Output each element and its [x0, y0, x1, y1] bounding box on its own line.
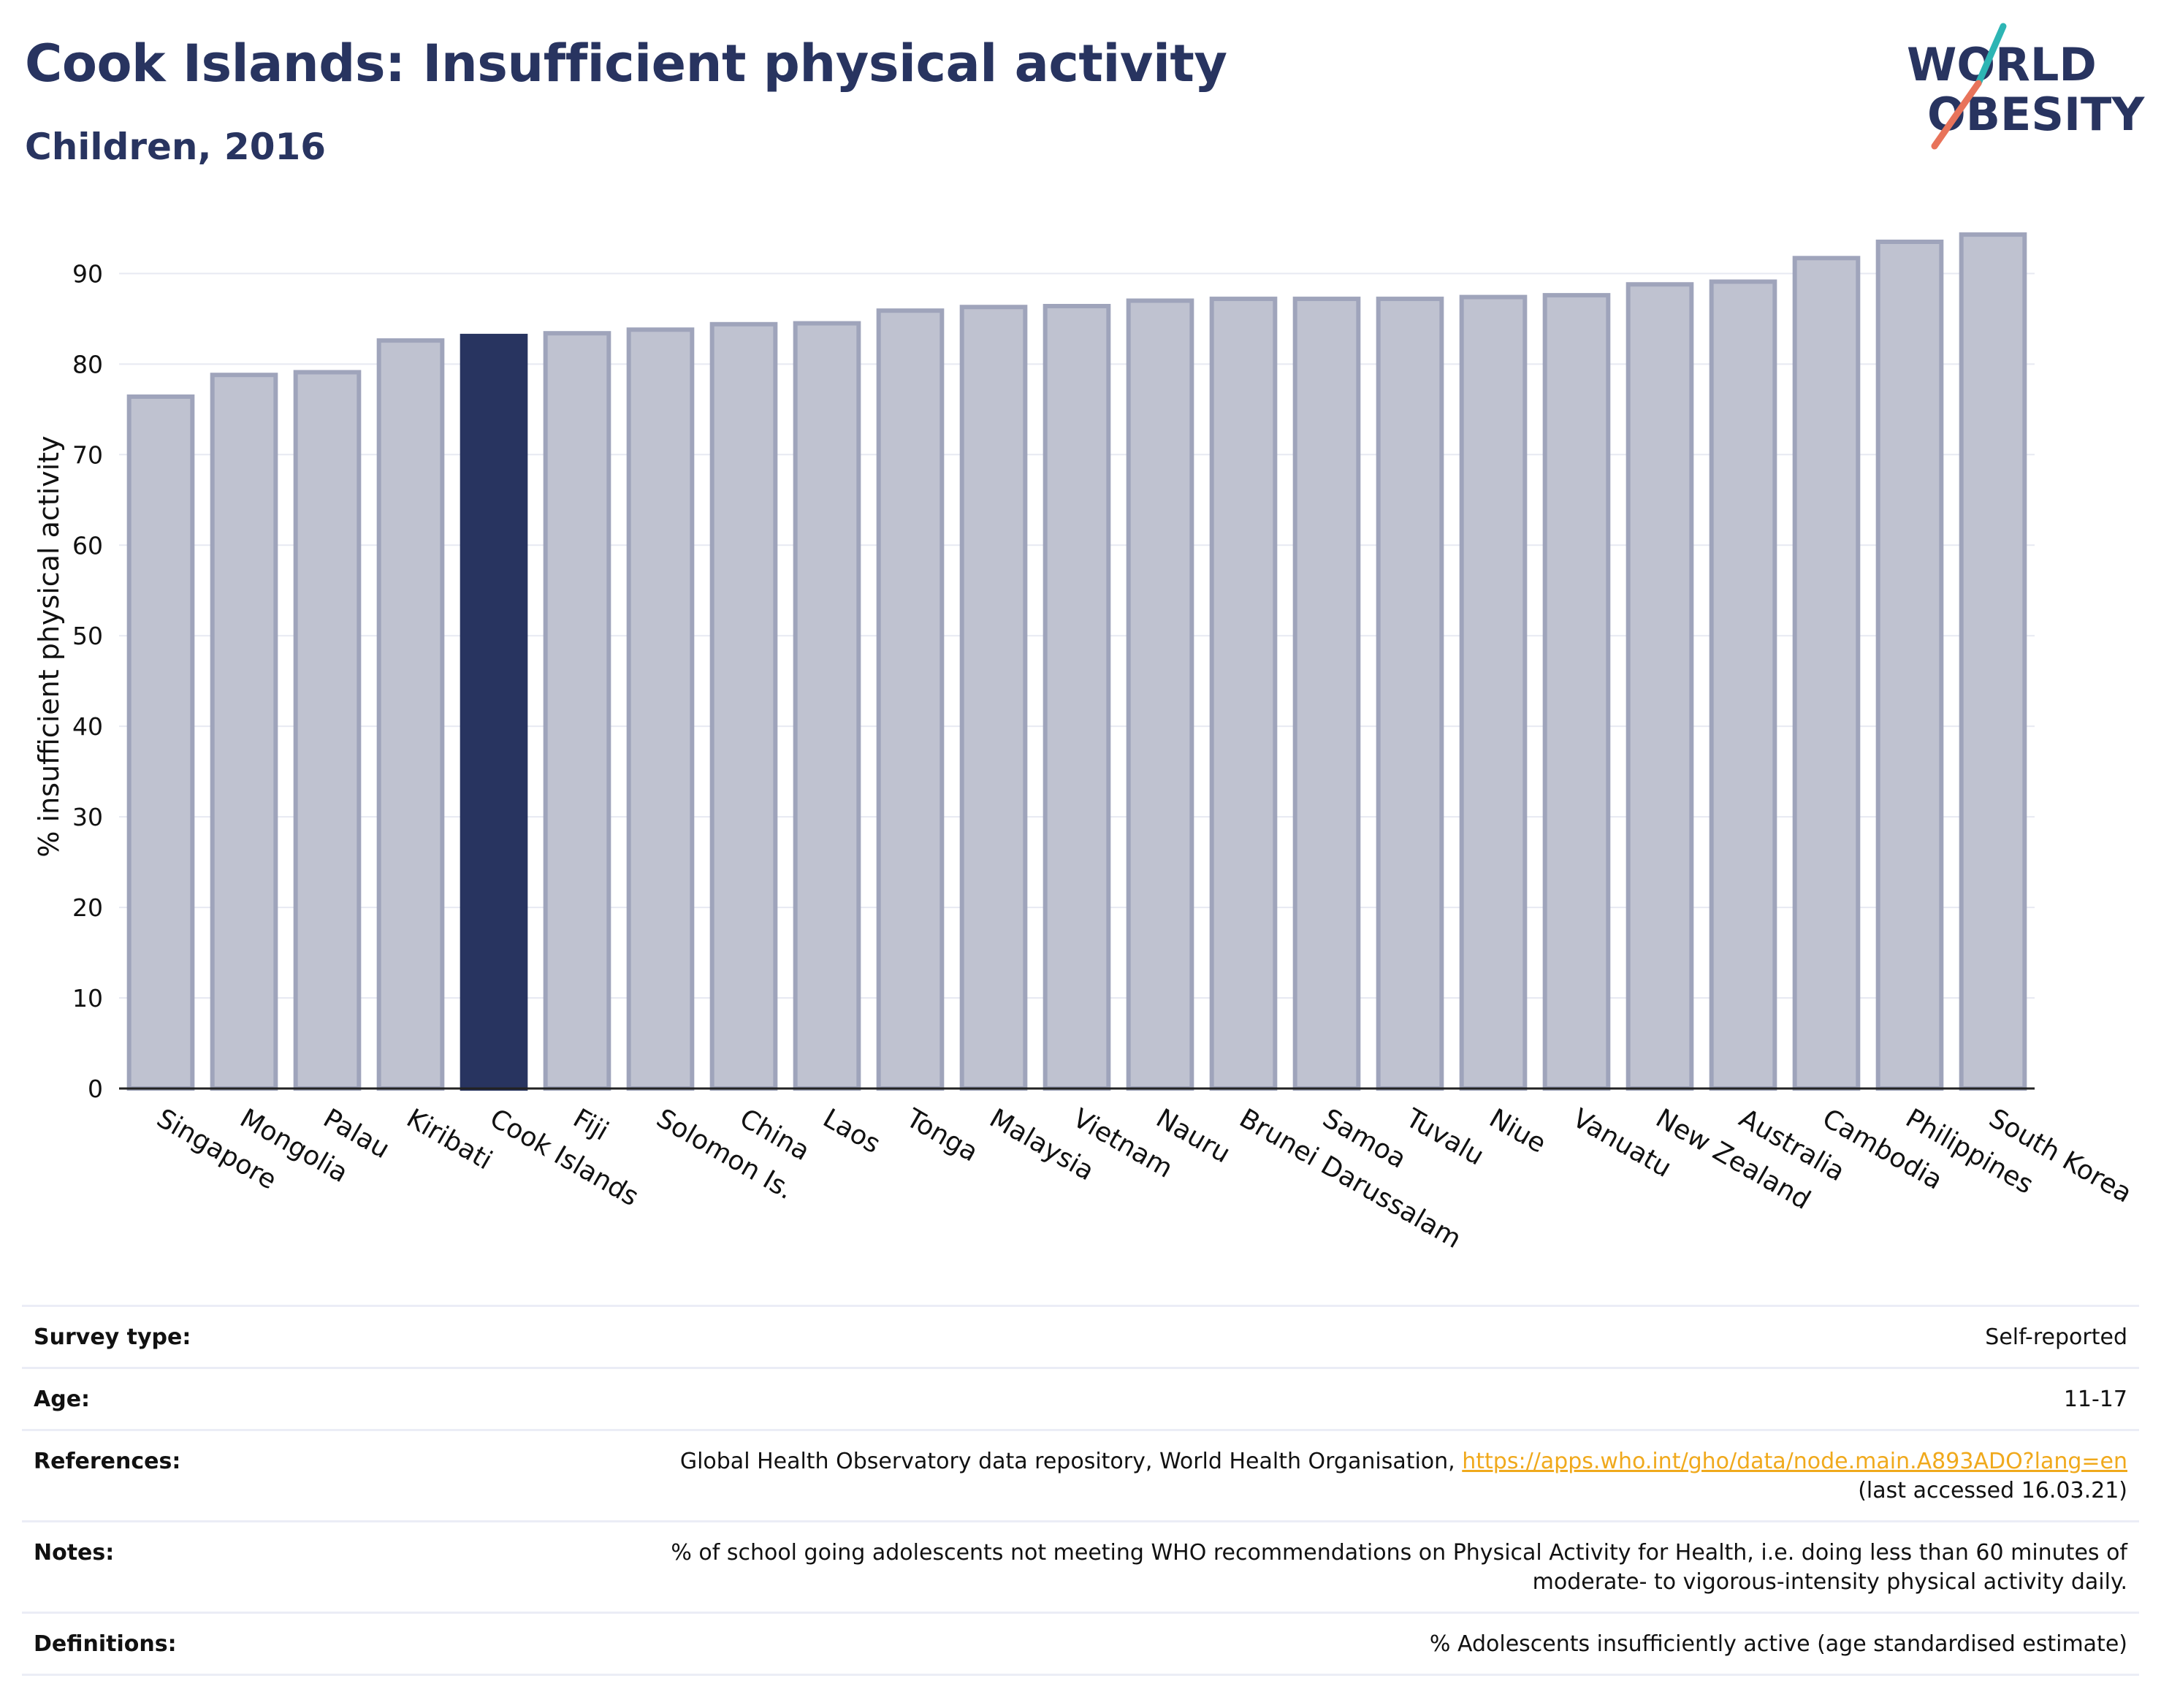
- bar: [1959, 232, 2027, 1091]
- bar: [1209, 297, 1278, 1091]
- references-text: Global Health Observatory data repositor…: [679, 1449, 1455, 1474]
- references-accessed: (last accessed 16.03.21): [1858, 1478, 2127, 1503]
- bar: [543, 331, 611, 1091]
- world-obesity-logo: WORLD OBESITY: [1899, 20, 2148, 167]
- bar: [126, 394, 195, 1091]
- logo-text-obesity: OBESITY: [1927, 88, 2145, 141]
- y-tick-label: 80: [72, 350, 103, 378]
- bar: [1709, 279, 1777, 1091]
- x-tick-label: Kiribati: [402, 1103, 498, 1175]
- y-tick-label: 20: [72, 893, 103, 922]
- survey-type-label: Survey type:: [34, 1324, 191, 1350]
- info-row-references: References: Global Health Observatory da…: [22, 1429, 2139, 1520]
- logo-accent-coral: [1931, 80, 1982, 150]
- info-table: Survey type: Self-reported Age: 11-17 Re…: [22, 1305, 2139, 1676]
- bar: [1542, 293, 1611, 1091]
- references-value: Global Health Observatory data repositor…: [340, 1447, 2127, 1506]
- x-tick-label: Niue: [1485, 1103, 1551, 1159]
- references-label: References:: [34, 1449, 181, 1474]
- bar: [293, 370, 362, 1091]
- notes-value: % of school going adolescents not meetin…: [340, 1539, 2127, 1597]
- info-row-definitions: Definitions: % Adolescents insufficientl…: [22, 1612, 2139, 1676]
- y-tick-label: 40: [72, 712, 103, 741]
- bar: [793, 321, 861, 1091]
- bar-layer: [126, 232, 2027, 1091]
- bar: [1459, 294, 1528, 1091]
- definitions-value: % Adolescents insufficiently active (age…: [1429, 1631, 2127, 1657]
- bar: [709, 321, 778, 1091]
- age-value: 11-17: [2063, 1387, 2127, 1412]
- bar: [959, 305, 1028, 1091]
- info-row-survey-type: Survey type: Self-reported: [22, 1305, 2139, 1367]
- y-tick-label: 70: [72, 441, 103, 469]
- x-tick-label: Tuvalu: [1400, 1103, 1489, 1172]
- definitions-label: Definitions:: [34, 1631, 177, 1657]
- bar-chart: 0102030405060708090SingaporeMongoliaPala…: [33, 232, 2137, 1254]
- bar: [1043, 304, 1111, 1091]
- x-tick-label: Tonga: [901, 1103, 983, 1168]
- bar: [1376, 297, 1444, 1091]
- y-tick-label: 90: [72, 259, 103, 288]
- bar: [1792, 256, 1861, 1091]
- bar: [376, 338, 445, 1091]
- survey-type-value: Self-reported: [1985, 1324, 2127, 1350]
- age-label: Age:: [34, 1387, 91, 1412]
- x-tick-label: Laos: [818, 1103, 885, 1159]
- y-tick-label: 50: [72, 622, 103, 650]
- bar: [1292, 297, 1361, 1091]
- notes-line-1: % of school going adolescents not meetin…: [671, 1540, 2127, 1566]
- x-tick-label: Fiji: [568, 1103, 614, 1147]
- bar: [626, 327, 695, 1091]
- x-tick-label: Cook Islands: [485, 1103, 644, 1212]
- notes-label: Notes:: [34, 1540, 115, 1566]
- bar: [1126, 298, 1194, 1091]
- logo-accent-teal: [1975, 23, 2007, 87]
- chart-title: Cook Islands: Insufficient physical acti…: [25, 34, 1227, 94]
- chart-subtitle: Children, 2016: [25, 126, 327, 168]
- info-row-age: Age: 11-17: [22, 1367, 2139, 1429]
- bar-highlighted: [460, 333, 528, 1091]
- notes-line-2: moderate- to vigorous-intensity physical…: [1532, 1569, 2127, 1595]
- info-row-notes: Notes: % of school going adolescents not…: [22, 1520, 2139, 1612]
- logo-text-world: WORLD: [1907, 38, 2097, 91]
- y-axis-title: % insufficient physical activity: [33, 435, 65, 857]
- y-tick-label: 30: [72, 803, 103, 831]
- bar: [210, 373, 278, 1091]
- y-tick-label: 10: [72, 984, 103, 1013]
- y-tick-label: 60: [72, 531, 103, 560]
- references-link[interactable]: https://apps.who.int/gho/data/node.main.…: [1462, 1449, 2127, 1474]
- bar: [876, 308, 945, 1091]
- y-tick-label: 0: [88, 1075, 103, 1103]
- bar: [1875, 239, 1944, 1091]
- bar: [1625, 282, 1694, 1091]
